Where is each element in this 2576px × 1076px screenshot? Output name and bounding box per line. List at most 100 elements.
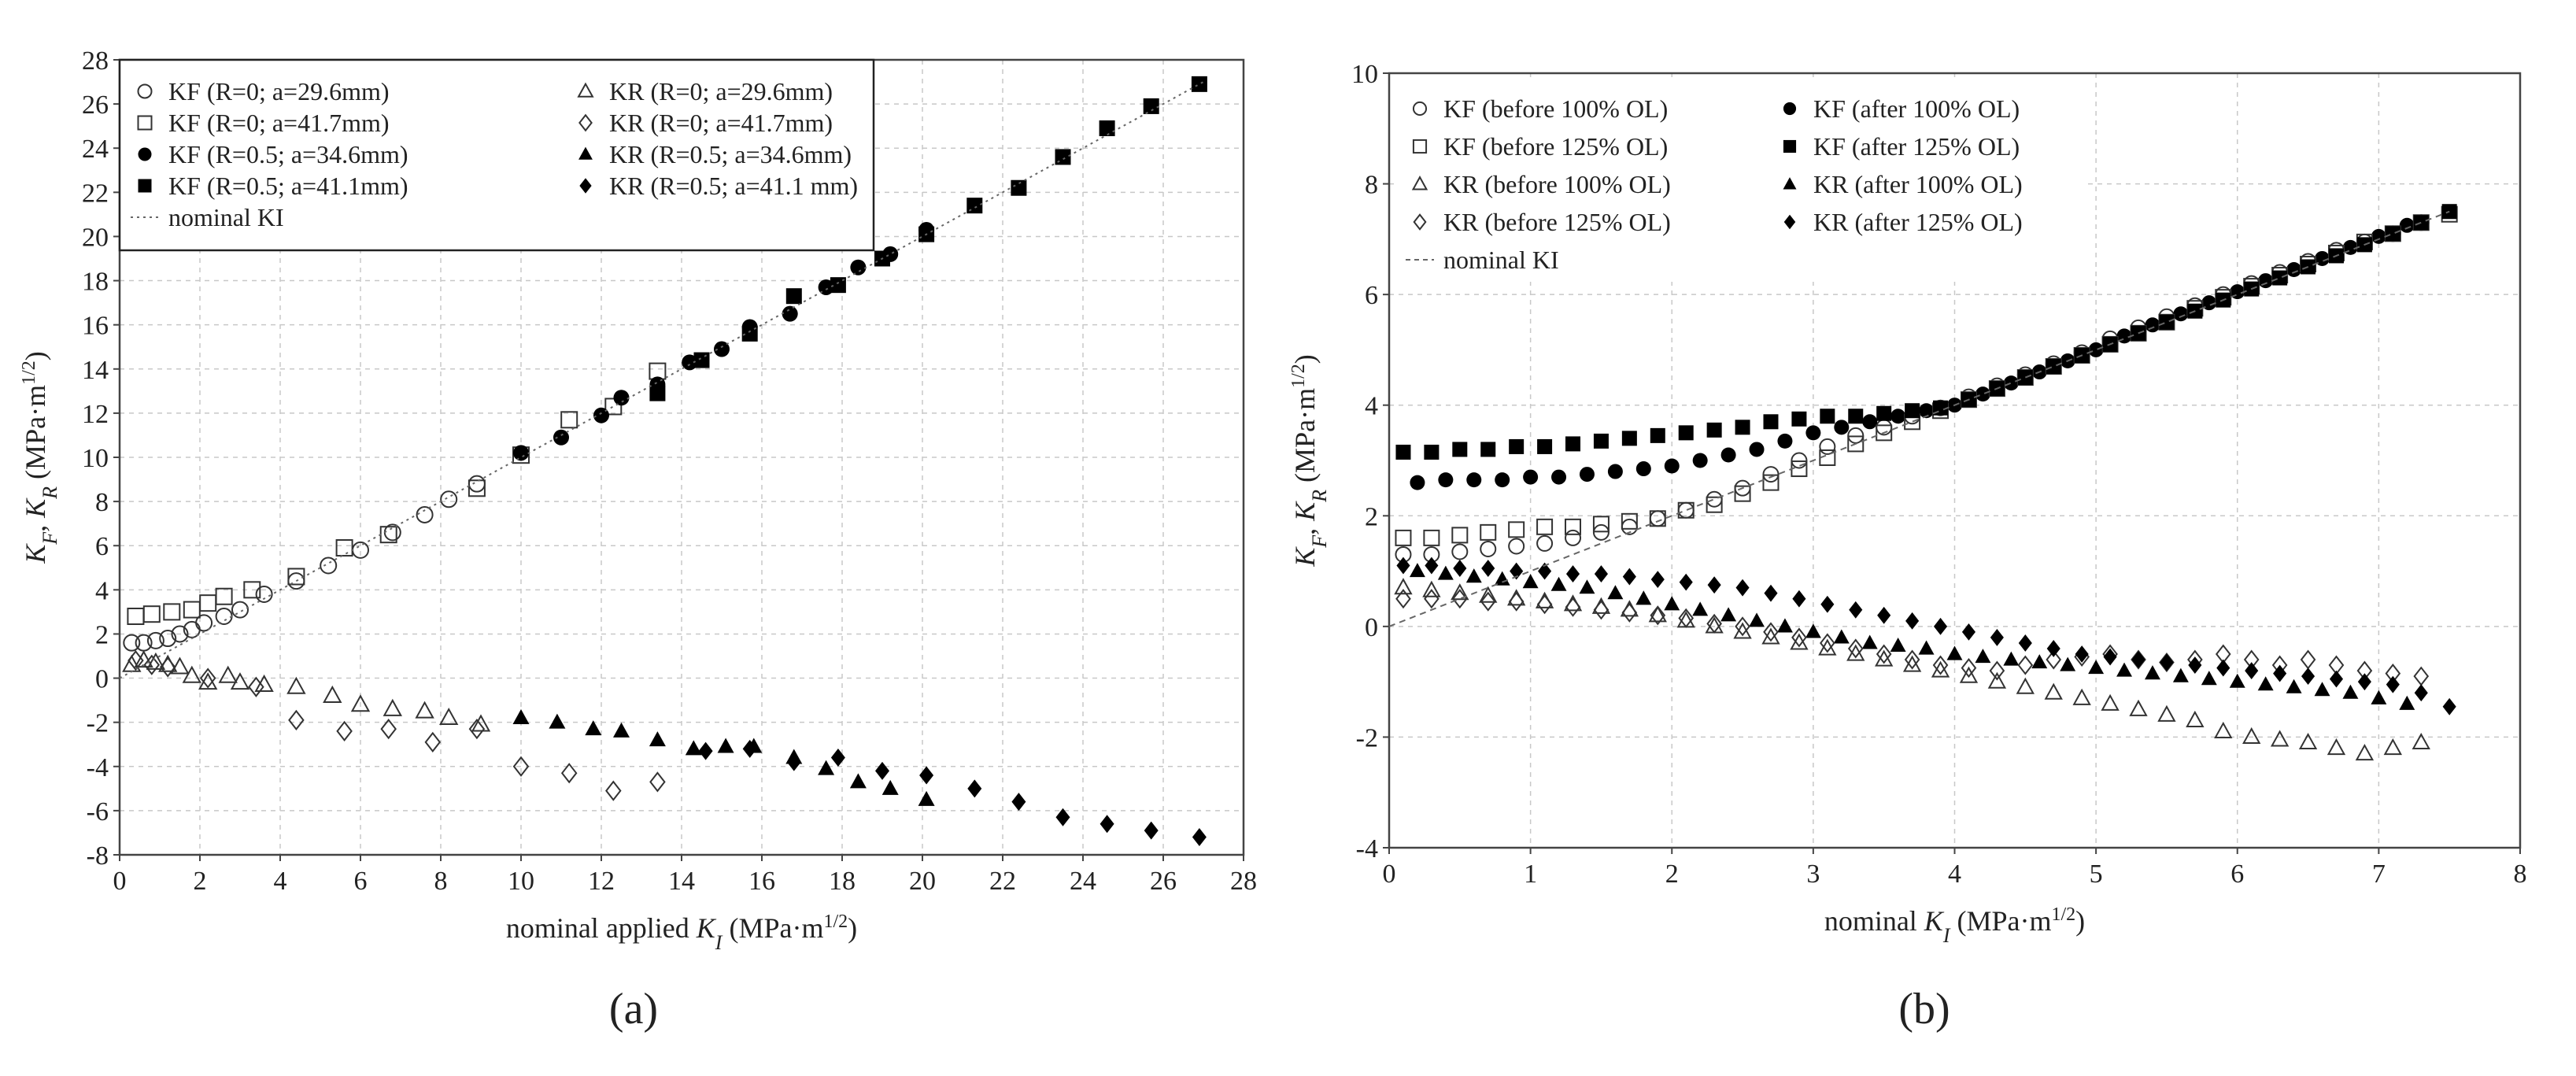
legend-label: KF (after 100% OL) xyxy=(1813,94,2020,123)
legend-label: KR (after 100% OL) xyxy=(1813,170,2023,198)
data-point xyxy=(2072,688,2091,705)
data-point xyxy=(336,720,353,742)
data-point xyxy=(1536,518,1554,535)
data-point xyxy=(1494,571,1510,586)
data-point xyxy=(1437,565,1454,580)
data-point xyxy=(2186,710,2205,727)
data-point xyxy=(2017,370,2033,386)
legend-marker xyxy=(137,115,153,131)
data-point xyxy=(231,601,249,619)
data-point xyxy=(1989,660,2005,681)
legend-label: KR (R=0.5; a=34.6mm) xyxy=(609,140,852,168)
data-point xyxy=(335,539,353,557)
data-point xyxy=(2214,721,2233,738)
data-point xyxy=(1055,808,1070,826)
data-point xyxy=(2201,671,2217,686)
data-point xyxy=(1395,589,1411,609)
data-point xyxy=(243,581,261,599)
data-point xyxy=(1791,452,1808,469)
y-tick-label: -6 xyxy=(87,797,109,826)
data-point xyxy=(2272,270,2288,286)
x-tick-label: 8 xyxy=(434,867,448,896)
data-point xyxy=(1961,658,1977,679)
data-point xyxy=(170,656,190,675)
data-point xyxy=(123,634,141,652)
data-point xyxy=(2355,743,2375,761)
data-point xyxy=(1144,821,1159,840)
data-point xyxy=(1720,607,1737,622)
data-point xyxy=(830,749,845,767)
data-point xyxy=(2442,697,2456,715)
data-point xyxy=(1451,583,1469,601)
x-tick-label: 16 xyxy=(748,867,775,896)
y-tick-label: 8 xyxy=(1365,171,1378,200)
legend-marker xyxy=(1783,139,1797,153)
data-point xyxy=(1143,98,1159,114)
data-point xyxy=(468,718,486,740)
reference-line xyxy=(119,81,1204,679)
data-point xyxy=(1763,414,1779,430)
data-point xyxy=(199,667,216,689)
data-point xyxy=(1410,475,1425,490)
data-point xyxy=(1510,562,1524,580)
data-point xyxy=(159,630,177,648)
data-point xyxy=(1192,828,1207,847)
legend-label: KF (R=0.5; a=41.1mm) xyxy=(168,172,408,200)
legend-label: KF (R=0.5; a=34.6mm) xyxy=(168,140,408,168)
x-tick-label: 2 xyxy=(194,867,207,896)
data-point xyxy=(1508,538,1525,555)
data-point xyxy=(605,780,622,801)
data-point xyxy=(1820,633,1835,653)
data-point xyxy=(1847,638,1864,659)
data-point xyxy=(849,773,867,789)
y-tick-label: 8 xyxy=(95,488,109,517)
data-point xyxy=(2229,673,2245,688)
legend-label: nominal KI xyxy=(168,203,284,231)
data-point xyxy=(2145,317,2160,333)
data-point xyxy=(2016,677,2035,694)
legend-marker xyxy=(1783,102,1797,116)
data-point xyxy=(1480,442,1496,457)
data-point xyxy=(380,718,397,740)
data-point xyxy=(2270,730,2290,747)
data-point xyxy=(2088,342,2104,357)
legend-marker xyxy=(1783,214,1796,230)
data-point xyxy=(1876,644,1892,664)
data-point xyxy=(1565,436,1581,452)
data-point xyxy=(1635,461,1651,477)
data-point xyxy=(1537,438,1553,454)
data-point xyxy=(1792,590,1806,608)
data-point xyxy=(1735,420,1750,435)
data-point xyxy=(1607,464,1623,479)
x-tick-label: 12 xyxy=(588,867,615,896)
y-tick-label: -2 xyxy=(1356,723,1378,752)
data-point xyxy=(698,741,713,760)
y-tick-label: -4 xyxy=(1356,834,1378,863)
data-point xyxy=(1607,585,1624,600)
data-point xyxy=(1622,568,1636,586)
data-point xyxy=(1734,485,1751,502)
x-tick-label: 14 xyxy=(668,867,695,896)
data-point xyxy=(613,722,630,738)
x-axis-label: nominal KI (MPa·m1/2) xyxy=(1824,904,2085,947)
data-point xyxy=(142,605,161,623)
legend-label: KF (R=0; a=29.6mm) xyxy=(168,77,390,105)
y-tick-label: 24 xyxy=(82,135,109,164)
data-point xyxy=(593,407,609,423)
legend-label: KR (R=0; a=41.7mm) xyxy=(609,109,833,137)
legend-label: KR (before 100% OL) xyxy=(1443,170,1671,198)
data-point xyxy=(2003,375,2019,391)
data-point xyxy=(918,790,935,806)
data-point xyxy=(1735,579,1750,597)
data-point xyxy=(439,707,459,726)
data-point xyxy=(1707,576,1721,594)
plot-area xyxy=(1388,204,2458,761)
plot-area xyxy=(119,76,1207,847)
y-tick-label: 22 xyxy=(82,179,109,208)
data-point xyxy=(1508,591,1525,612)
data-point xyxy=(1833,629,1850,644)
data-point xyxy=(1890,638,1906,653)
data-point xyxy=(1452,442,1468,457)
data-point xyxy=(1451,543,1469,560)
data-point xyxy=(159,656,176,678)
